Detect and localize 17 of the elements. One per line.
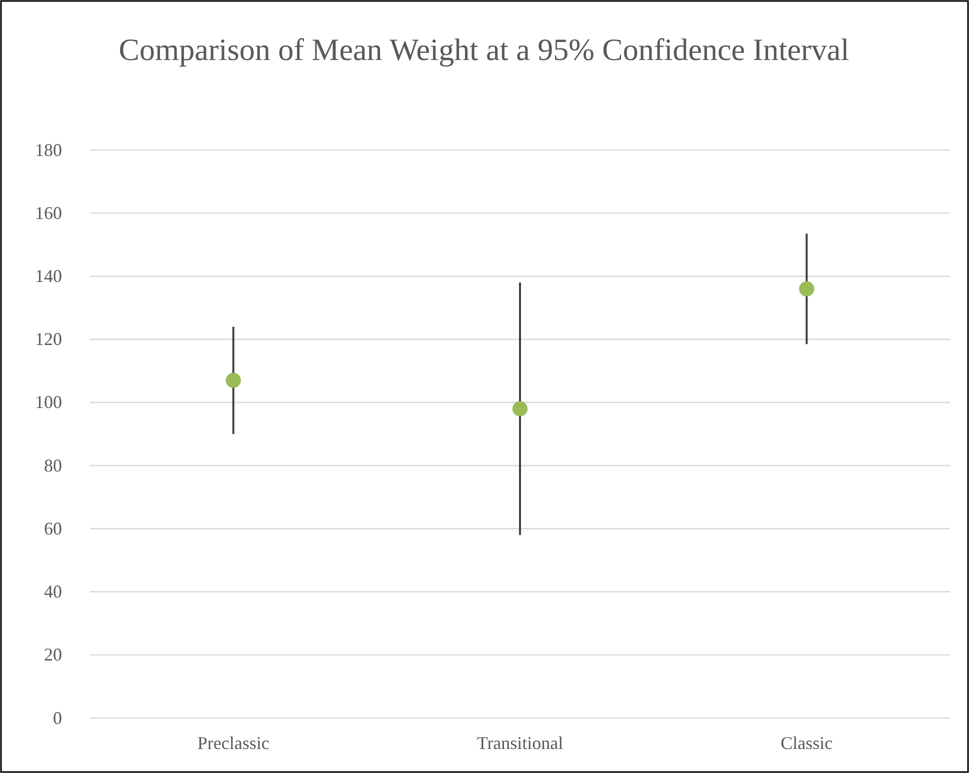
y-tick-label: 40 — [44, 582, 62, 602]
point — [799, 281, 814, 296]
y-tick-label: 60 — [44, 518, 62, 538]
x-tick-label: Transitional — [476, 732, 564, 753]
x-tick-label: Classic — [780, 732, 833, 753]
y-tick-label: 120 — [35, 329, 62, 350]
y-tick-label: 100 — [35, 392, 62, 412]
y-tick-label: 0 — [53, 708, 62, 728]
y-tick-label: 80 — [44, 455, 62, 476]
y-tick-label: 20 — [44, 644, 62, 665]
y-tick-label: 160 — [35, 202, 62, 223]
y-tick-label: 180 — [35, 140, 62, 160]
y-tick-label: 140 — [35, 266, 62, 286]
point — [512, 401, 528, 416]
x-tick-label: Preclassic — [197, 732, 270, 753]
chart-title: Comparison of Mean Weight at a 95% Confidence Interval — [118, 32, 850, 67]
point — [226, 372, 241, 388]
